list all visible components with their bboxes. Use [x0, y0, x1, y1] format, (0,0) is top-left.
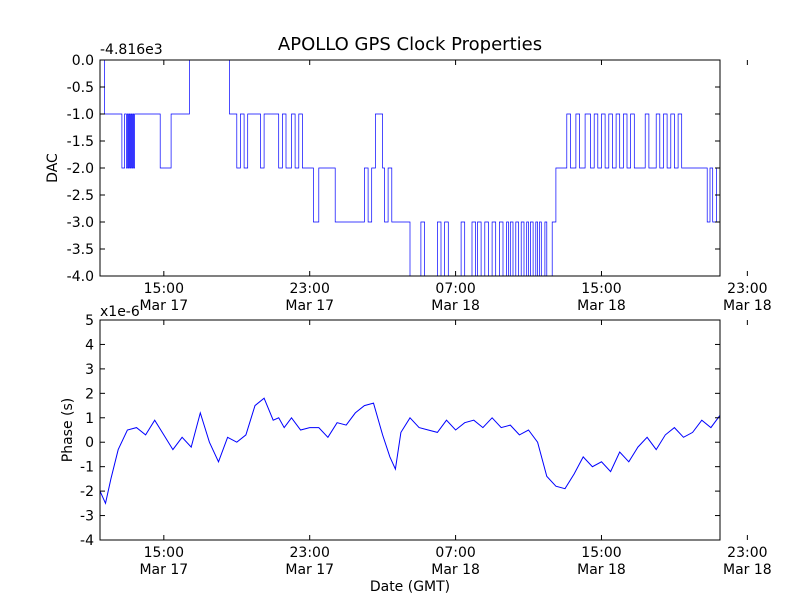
- x-tick-time-label: 23:00: [727, 281, 767, 297]
- x-tick-time-label: 15:00: [581, 545, 621, 561]
- x-tick-time-label: 15:00: [581, 281, 621, 297]
- dac-panel: -4.816e3 DAC 0.0 -0.5 -1.0 -1.5 -2.0 -2.5 -3.0…: [45, 42, 772, 314]
- y-tick-label: -0.5: [67, 80, 94, 96]
- y-tick-label: 0.0: [72, 53, 94, 69]
- x-tick-time-label: 23:00: [290, 545, 330, 561]
- y-tick-label: -2: [80, 484, 94, 500]
- x-tick-time-label: 07:00: [435, 281, 475, 297]
- phase-y-ticks: 5 4 3 2 1 0 -1 -2 -3 -4: [80, 313, 720, 549]
- y-tick-label: -4.0: [67, 269, 94, 285]
- x-tick-time-label: 23:00: [290, 281, 330, 297]
- y-tick-label: -4: [80, 533, 94, 549]
- dac-series: [100, 59, 721, 277]
- y-tick-label: -2.0: [67, 161, 94, 177]
- y-tick-label: -3.5: [67, 242, 94, 258]
- x-tick-date-label: Mar 17: [139, 562, 188, 578]
- x-tick-time-label: 15:00: [144, 545, 184, 561]
- series-line-0: [99, 397, 721, 505]
- x-tick-date-label: Mar 18: [723, 562, 772, 578]
- x-tick-date-label: Mar 17: [285, 298, 334, 314]
- x-tick-time-label: 23:00: [727, 545, 767, 561]
- phase-y-axis-label: Phase (s): [60, 398, 76, 462]
- x-tick-date-label: Mar 18: [431, 562, 480, 578]
- x-axis-label: Date (GMT): [370, 579, 450, 595]
- y-tick-label: 5: [85, 313, 94, 329]
- x-tick-date-label: Mar 17: [139, 298, 188, 314]
- x-tick-date-label: Mar 18: [577, 298, 626, 314]
- phase-offset-label: x1e-6: [100, 304, 140, 320]
- x-tick-date-label: Mar 18: [723, 298, 772, 314]
- x-tick-time-label: 15:00: [144, 281, 184, 297]
- y-tick-label: 2: [85, 386, 94, 402]
- x-tick-date-label: Mar 18: [577, 562, 626, 578]
- dac-y-axis-label: DAC: [45, 153, 61, 183]
- y-tick-label: -1.0: [67, 107, 94, 123]
- x-tick-date-label: Mar 17: [285, 562, 334, 578]
- dac-y-ticks: 0.0 -0.5 -1.0 -1.5 -2.0 -2.5 -3.0 -3.5 -4.0: [67, 53, 720, 285]
- x-tick-date-label: Mar 18: [431, 298, 480, 314]
- y-tick-label: 0: [85, 435, 94, 451]
- y-tick-label: 3: [85, 362, 94, 378]
- phase-series: [99, 397, 721, 505]
- series-line-0: [100, 59, 721, 277]
- y-tick-label: 1: [85, 411, 94, 427]
- y-tick-label: -3.0: [67, 215, 94, 231]
- y-tick-label: 4: [85, 337, 94, 353]
- y-tick-label: -1.5: [67, 134, 94, 150]
- y-tick-label: -1: [80, 460, 94, 476]
- y-tick-label: -2.5: [67, 188, 94, 204]
- chart-title: APOLLO GPS Clock Properties: [278, 34, 542, 55]
- x-tick-time-label: 07:00: [435, 545, 475, 561]
- y-tick-label: -3: [80, 509, 94, 525]
- dac-offset-label: -4.816e3: [100, 42, 163, 58]
- phase-plot-frame: [99, 319, 721, 541]
